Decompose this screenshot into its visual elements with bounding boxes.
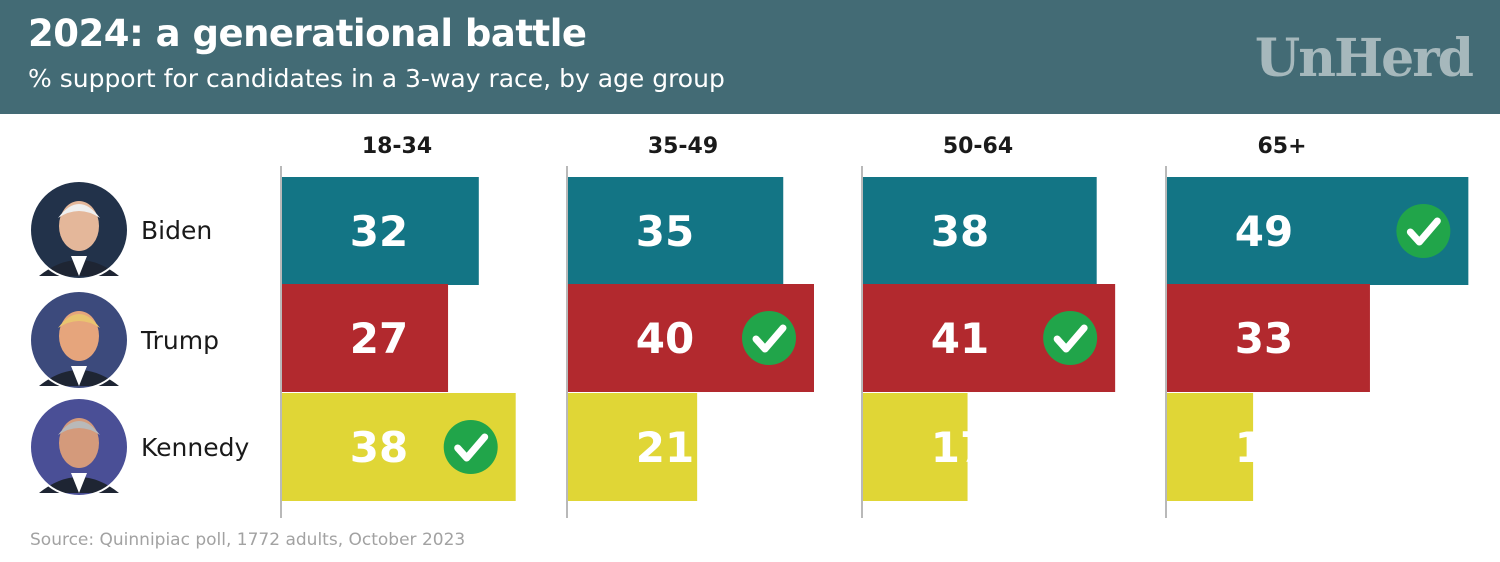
header-banner: 2024: a generational battle % support fo… xyxy=(0,0,1500,114)
age-group-label: 50-64 xyxy=(943,134,1013,159)
chart-subtitle: % support for candidates in a 3-way race… xyxy=(28,64,725,93)
bar-value-label: 33 xyxy=(1235,314,1293,363)
checkmark-icon xyxy=(1396,204,1451,258)
checkmark-icon xyxy=(443,420,498,474)
bar-value-label: 14 xyxy=(1235,423,1293,472)
unherd-logo: UnHerd xyxy=(1254,28,1474,89)
bar-value-label: 32 xyxy=(350,207,408,256)
checkmark-icon xyxy=(742,311,796,365)
candidate-name-trump: Trump xyxy=(140,326,219,355)
bar-biden-18-34 xyxy=(282,177,479,285)
bar-value-label: 41 xyxy=(931,314,989,363)
bar-biden-50-64 xyxy=(863,177,1097,285)
chart-title: 2024: a generational battle xyxy=(28,12,587,55)
bar-value-label: 17 xyxy=(931,423,989,472)
bar-value-label: 38 xyxy=(350,423,408,472)
avatar-biden xyxy=(29,180,129,280)
source-note: Source: Quinnipiac poll, 1772 adults, Oc… xyxy=(30,530,466,550)
bar-kennedy-35-49 xyxy=(568,393,698,501)
bar-chart: Biden Trump Kennedy 18-34 32 27 38 35-49 35 40 21 5… xyxy=(29,134,1469,518)
bar-value-label: 38 xyxy=(931,207,989,256)
age-group-label: 18-34 xyxy=(362,134,432,159)
bar-kennedy-65+ xyxy=(1167,393,1254,501)
bar-trump-65+ xyxy=(1167,284,1370,392)
bar-value-label: 21 xyxy=(636,423,694,472)
checkmark-icon xyxy=(1043,311,1098,365)
age-group-label: 35-49 xyxy=(648,134,718,159)
age-group-label: 65+ xyxy=(1257,134,1306,159)
bar-trump-18-34 xyxy=(282,284,449,392)
bar-kennedy-50-64 xyxy=(863,393,968,501)
bar-value-label: 49 xyxy=(1235,207,1293,256)
avatar-trump xyxy=(29,290,129,390)
candidate-name-biden: Biden xyxy=(141,216,212,245)
bar-value-label: 27 xyxy=(350,314,408,363)
bar-biden-35-49 xyxy=(568,177,784,285)
bar-value-label: 40 xyxy=(636,314,694,363)
bar-value-label: 35 xyxy=(636,207,694,256)
candidate-name-kennedy: Kennedy xyxy=(141,433,249,462)
avatar-kennedy xyxy=(29,397,129,497)
